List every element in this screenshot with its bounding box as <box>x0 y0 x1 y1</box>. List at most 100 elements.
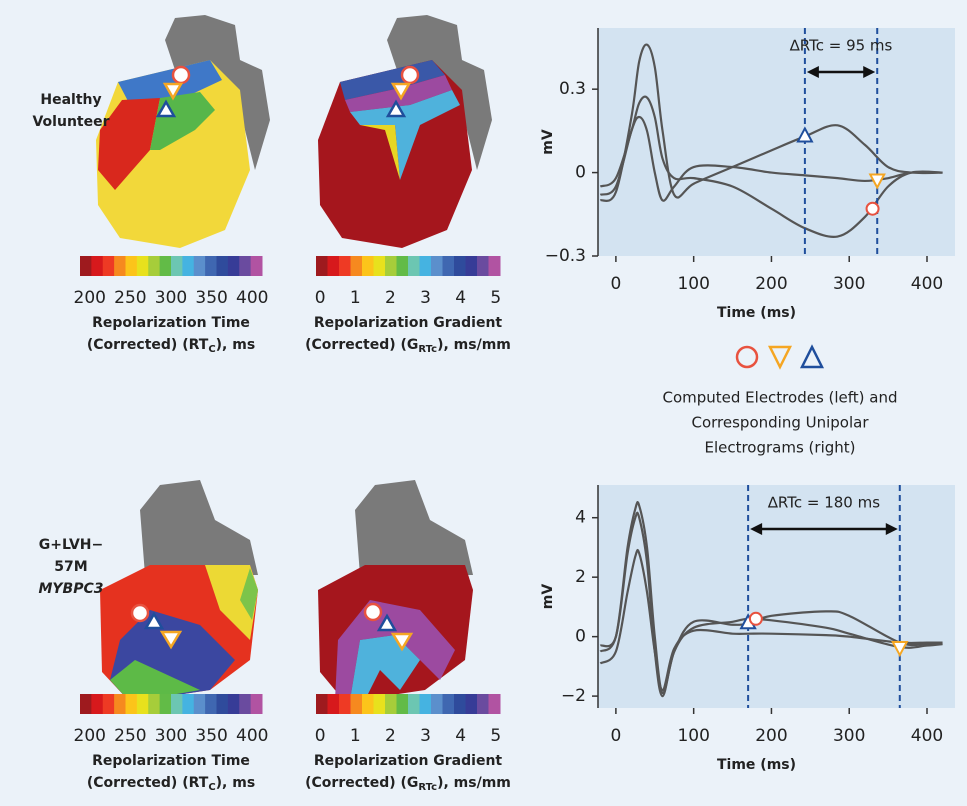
electrode-circle <box>171 65 191 85</box>
colorbar-swatch <box>408 256 420 276</box>
marker-triangle <box>796 126 814 143</box>
colorbar-swatch <box>339 256 351 276</box>
series-line <box>599 43 943 203</box>
y-tick-label: 2 <box>575 567 586 587</box>
colorbar-title-sub: RTc <box>418 344 437 355</box>
colorbar-swatch <box>477 256 489 276</box>
colorbar-tick-label: 5 <box>490 288 501 308</box>
legend-caption: Electrograms (right) <box>704 439 855 457</box>
y-tick-label: 0 <box>575 163 586 183</box>
row-label: 57M <box>54 559 87 575</box>
colorbar-tick-label: 2 <box>385 288 396 308</box>
legend-caption: Corresponding Unipolar <box>691 414 869 432</box>
plot-area <box>598 28 955 256</box>
colorbar-title-part: ), ms/mm <box>437 775 511 791</box>
electrode-inverted-triangle <box>159 630 183 650</box>
heart-gradient-healthy <box>318 15 492 248</box>
colorbar-swatch <box>396 256 409 276</box>
colorbar-swatch <box>350 256 363 276</box>
arrow-head <box>750 523 763 535</box>
colorbar-title-part: (Corrected) (G <box>305 775 418 791</box>
colorbar-swatch <box>488 694 501 714</box>
electrode-circle <box>400 65 420 85</box>
y-tick-label: −0.3 <box>545 246 586 266</box>
colorbar-swatch <box>148 256 161 276</box>
marker-inverted-triangle <box>868 173 886 190</box>
arrow-head <box>806 66 819 78</box>
colorbar-swatch <box>114 694 126 714</box>
annotation: ∆RTc = 180 ms <box>767 494 880 512</box>
colorbar-swatch <box>182 694 195 714</box>
colorbar-swatch <box>250 694 263 714</box>
y-axis-label: mV <box>540 584 556 610</box>
colorbar-tick-label: 300 <box>155 288 187 308</box>
colorbar-swatch <box>159 256 172 276</box>
colorbar-tick-label: 200 <box>74 288 106 308</box>
colorbar-swatch <box>136 256 149 276</box>
colorbar-title: (Corrected) (GRTc), ms/mm <box>305 337 511 355</box>
colorbar-title: Repolarization Gradient <box>314 753 503 769</box>
colorbar-tick-label: 1 <box>350 288 361 308</box>
colorbar-tick-label: 5 <box>490 726 501 746</box>
colorbar-swatch <box>465 694 478 714</box>
colorbar-swatch <box>362 694 374 714</box>
colorbar-title: Repolarization Time <box>92 753 250 769</box>
y-tick-label: 0 <box>575 627 586 647</box>
colorbar-title-part: (Corrected) (RT <box>87 775 209 791</box>
colorbar-swatch <box>350 694 363 714</box>
colorbar-swatch <box>373 694 386 714</box>
colorbar-swatch <box>91 694 104 714</box>
colorbar-swatch <box>454 694 466 714</box>
row-label: Healthy <box>40 92 101 108</box>
x-tick-label: 100 <box>677 726 709 746</box>
colorbar-swatch <box>373 256 386 276</box>
legend-circle <box>735 345 759 369</box>
colorbar-swatch <box>171 256 183 276</box>
colorbar-tick-label: 250 <box>114 726 146 746</box>
colorbar-title-part: (Corrected) (G <box>305 337 418 353</box>
x-tick-label: 100 <box>677 274 709 294</box>
colorbar-swatch <box>193 694 206 714</box>
series-line <box>599 115 943 202</box>
heart-rt-healthy <box>96 15 270 248</box>
row-label: Volunteer <box>32 114 109 130</box>
colorbar-tick-label: 3 <box>420 288 431 308</box>
electrode-triangle <box>155 99 177 118</box>
colorbar-swatch <box>114 256 126 276</box>
colorbar-title-part: ), ms <box>216 337 256 353</box>
colorbar-title-part: (Corrected) (RT <box>87 337 209 353</box>
colorbar-title: (Corrected) (RTC), ms <box>87 337 255 355</box>
colorbar-swatch <box>327 694 340 714</box>
colorbar-swatch <box>216 256 229 276</box>
x-tick-label: 0 <box>610 726 621 746</box>
colorbar-swatch <box>102 256 115 276</box>
colorbar-title: Repolarization Gradient <box>314 315 503 331</box>
colorbar-tick-label: 4 <box>455 726 466 746</box>
y-tick-label: 0.3 <box>559 79 586 99</box>
electrode-triangle <box>385 99 407 118</box>
colorbar-tick-label: 400 <box>236 726 268 746</box>
colorbar-tick-label: 0 <box>315 288 326 308</box>
colorbar-swatch <box>125 694 138 714</box>
colorbar-swatch <box>171 694 183 714</box>
electrode-triangle <box>143 611 165 630</box>
colorbar-tick-label: 4 <box>455 288 466 308</box>
colorbar-swatch <box>80 694 92 714</box>
x-axis-label: Time (ms) <box>717 757 796 773</box>
y-tick-label: 4 <box>575 508 586 528</box>
colorbar-tick-label: 350 <box>195 288 227 308</box>
colorbar-tick-label: 2 <box>385 726 396 746</box>
x-tick-label: 300 <box>833 274 865 294</box>
x-tick-label: 400 <box>911 274 943 294</box>
colorbar-swatch <box>182 256 195 276</box>
colorbar-tick-label: 300 <box>155 726 187 746</box>
electrode-triangle <box>376 613 398 632</box>
colorbar-swatch <box>396 694 409 714</box>
row-label: G+LVH− <box>39 537 104 553</box>
marker-inverted-triangle <box>891 641 909 658</box>
electrode-inverted-triangle <box>162 82 184 101</box>
colorbar-swatch <box>454 256 466 276</box>
colorbar-title-part: ), ms <box>216 775 256 791</box>
annotation: ∆RTc = 95 ms <box>789 37 893 55</box>
